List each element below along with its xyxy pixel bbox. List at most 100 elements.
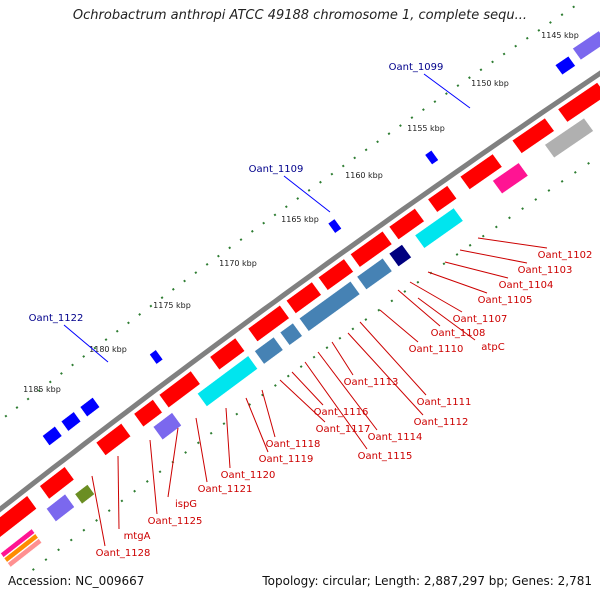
- tick-label: 1185 kbp: [23, 385, 61, 394]
- outer-gene: [60, 411, 82, 432]
- backbone: [0, 70, 600, 513]
- leader-line: [444, 261, 509, 279]
- leader-line: [63, 324, 109, 363]
- gene-label: Oant_1107: [453, 314, 508, 325]
- gene-label: Oant_1103: [518, 265, 573, 276]
- gene-label: Oant_1102: [538, 250, 593, 261]
- leader-line: [279, 379, 326, 423]
- gene-label: Oant_1122: [29, 313, 84, 324]
- gene-label: Oant_1119: [259, 454, 314, 465]
- gene-label: Oant_1109: [249, 164, 304, 175]
- leader-line: [225, 407, 231, 469]
- track-block: [414, 207, 464, 249]
- track-block: [298, 280, 361, 332]
- track-block: [74, 484, 95, 505]
- track-block: [197, 355, 258, 407]
- gene-label: Oant_1117: [316, 424, 371, 435]
- gene-features: [0, 30, 600, 568]
- gene-label: Oant_1104: [499, 280, 554, 291]
- gene-label: Oant_1128: [96, 548, 151, 559]
- leader-line: [347, 332, 424, 416]
- outer-gene: [79, 397, 101, 418]
- leader-line: [149, 439, 158, 515]
- outer-gene: [424, 149, 439, 165]
- gene-label: Oant_1118: [266, 439, 321, 450]
- leader-line: [417, 297, 476, 341]
- cds-block: [247, 304, 290, 342]
- gene-label: Oant_1111: [417, 397, 472, 408]
- track-block: [544, 117, 594, 159]
- gene-label: Oant_1108: [431, 328, 486, 339]
- tick-label: 1145 kbp: [541, 31, 579, 40]
- outer-gene: [149, 349, 164, 365]
- leader-line: [427, 271, 488, 294]
- cds-block: [350, 230, 393, 268]
- leader-line: [167, 427, 179, 498]
- tick-label: 1150 kbp: [471, 79, 509, 88]
- kbp-ticks: 1145 kbp 1150 kbp 1155 kbp 1160 kbp 1165 kbp…: [23, 31, 579, 394]
- gene-label: atpC: [481, 342, 504, 353]
- gene-label: Oant_1120: [221, 470, 276, 481]
- leader-line: [359, 321, 427, 396]
- cds-block: [557, 82, 600, 123]
- gene-label: Oant_1115: [358, 451, 413, 462]
- track-block: [152, 412, 182, 441]
- outer-gene: [42, 425, 63, 446]
- track-block: [279, 322, 303, 346]
- track-block: [388, 244, 412, 267]
- gene-label: Oant_1121: [198, 484, 253, 495]
- gene-label: Oant_1099: [389, 62, 444, 73]
- leader-line: [195, 417, 208, 483]
- gene-label: ispG: [175, 499, 197, 510]
- cds-block: [39, 466, 75, 500]
- cds-block: [158, 370, 201, 409]
- leader-line: [331, 341, 354, 376]
- cds-block: [427, 185, 458, 213]
- track-block: [254, 336, 284, 365]
- gene-label: Oant_1116: [314, 407, 369, 418]
- accession-text: Accession: NC_009667: [8, 574, 145, 588]
- gene-label: Oant_1110: [409, 344, 464, 355]
- feature-rings: [0, 2, 600, 581]
- leader-line: [379, 309, 419, 343]
- leader-line: [423, 73, 471, 109]
- outer-gene: [554, 55, 576, 76]
- tick-label: 1160 kbp: [345, 171, 383, 180]
- gene-label: Oant_1105: [478, 295, 533, 306]
- leader-line: [291, 371, 324, 406]
- cds-block: [388, 208, 425, 240]
- gene-label: Oant_1125: [148, 516, 203, 527]
- tick-label: 1175 kbp: [153, 301, 191, 310]
- track-block: [492, 162, 529, 195]
- tick-label: 1170 kbp: [219, 259, 257, 268]
- cds-block: [133, 399, 163, 428]
- leader-line: [91, 475, 106, 547]
- outer-gene: [572, 30, 600, 61]
- leader-line: [397, 289, 441, 327]
- track-block: [46, 493, 75, 522]
- gene-label: Oant_1114: [368, 432, 423, 443]
- cds-block: [0, 495, 37, 538]
- tick-label: 1165 kbp: [281, 215, 319, 224]
- tick-label: 1180 kbp: [89, 345, 127, 354]
- stripe-block: [3, 533, 39, 563]
- stripe-block: [0, 528, 36, 558]
- gene-label: Oant_1113: [344, 377, 399, 388]
- cds-block: [317, 258, 354, 291]
- gene-labels: Oant_1099 Oant_1109 Oant_1122 Oant_1102 Oant…: [29, 62, 593, 559]
- stripe-block: [7, 538, 43, 568]
- leader-line: [459, 249, 528, 264]
- gene-label: mtgA: [124, 531, 151, 542]
- leader-line: [317, 351, 378, 431]
- leader-line: [477, 237, 548, 249]
- gene-label: Oant_1112: [414, 417, 469, 428]
- outer-gene: [327, 218, 342, 234]
- cds-block: [459, 153, 503, 190]
- topology-text: Topology: circular; Length: 2,887,297 bp…: [262, 574, 592, 588]
- leader-line: [245, 397, 269, 453]
- leader-line: [283, 175, 331, 213]
- leader-line: [261, 389, 276, 438]
- cds-block: [511, 117, 555, 154]
- leader-line: [409, 281, 463, 313]
